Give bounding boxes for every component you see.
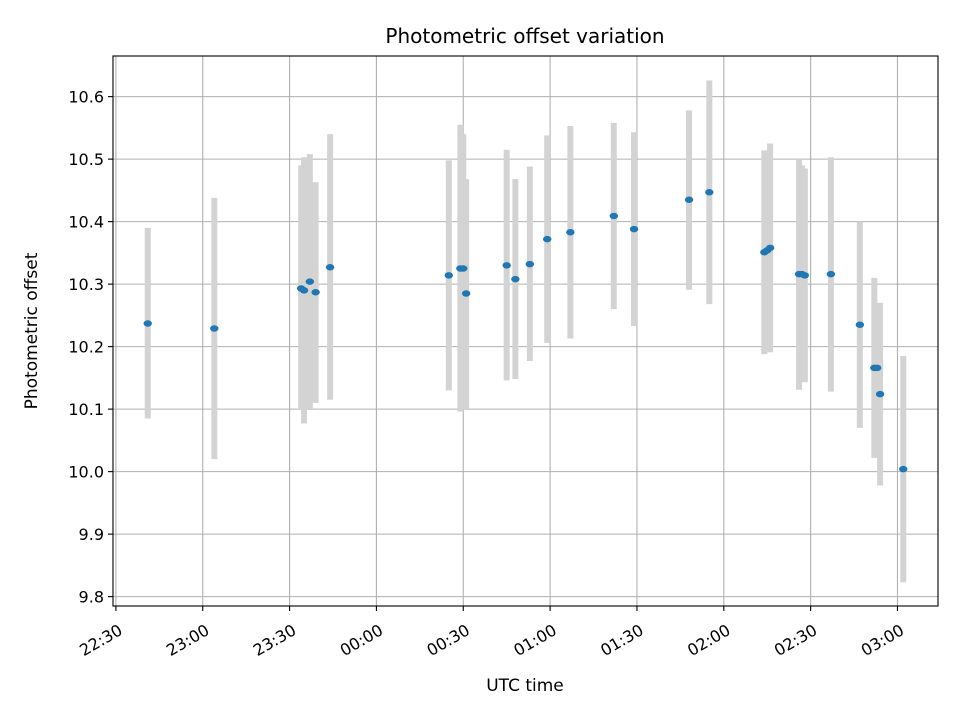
y-axis-label: Photometric offset <box>22 252 42 409</box>
data-point <box>210 325 219 332</box>
data-point <box>461 290 471 297</box>
y-tick-label: 9.9 <box>79 525 104 544</box>
data-point <box>305 278 315 285</box>
data-point <box>143 320 152 327</box>
y-axis: 9.8 9.9 10.0 10.1 10.2 10.3 10.4 10.5 10.6 <box>68 88 113 607</box>
data-point <box>826 270 836 278</box>
y-tick-label: 10.6 <box>68 88 104 107</box>
data-point <box>566 229 575 236</box>
data-point <box>684 196 694 203</box>
y-tick-label: 10.1 <box>68 400 104 419</box>
y-tick-label: 10.5 <box>68 150 104 169</box>
data-point <box>873 364 882 372</box>
data-point <box>444 272 453 279</box>
data-points <box>143 189 908 473</box>
y-tick-label: 10.0 <box>68 463 104 482</box>
data-point <box>543 235 552 243</box>
data-point <box>800 272 810 279</box>
data-point <box>459 265 468 272</box>
x-axis-label: UTC time <box>486 676 564 696</box>
data-point <box>299 287 309 294</box>
y-tick-label: 10.4 <box>68 213 104 232</box>
data-point <box>325 264 335 271</box>
data-point <box>855 321 865 328</box>
data-point <box>311 289 320 296</box>
data-point <box>765 244 775 252</box>
data-point <box>875 390 885 398</box>
data-point <box>511 275 520 283</box>
data-point <box>629 225 639 233</box>
plot-area-frame <box>112 55 939 607</box>
y-tick-label: 10.3 <box>68 275 104 294</box>
data-point <box>609 212 618 220</box>
data-point <box>502 262 511 269</box>
data-point <box>525 260 535 268</box>
chart-title: Photometric offset variation <box>385 24 664 48</box>
y-tick-label: 9.8 <box>79 588 104 607</box>
data-point <box>899 465 908 473</box>
y-tick-label: 10.2 <box>68 338 104 357</box>
data-point <box>705 189 714 196</box>
